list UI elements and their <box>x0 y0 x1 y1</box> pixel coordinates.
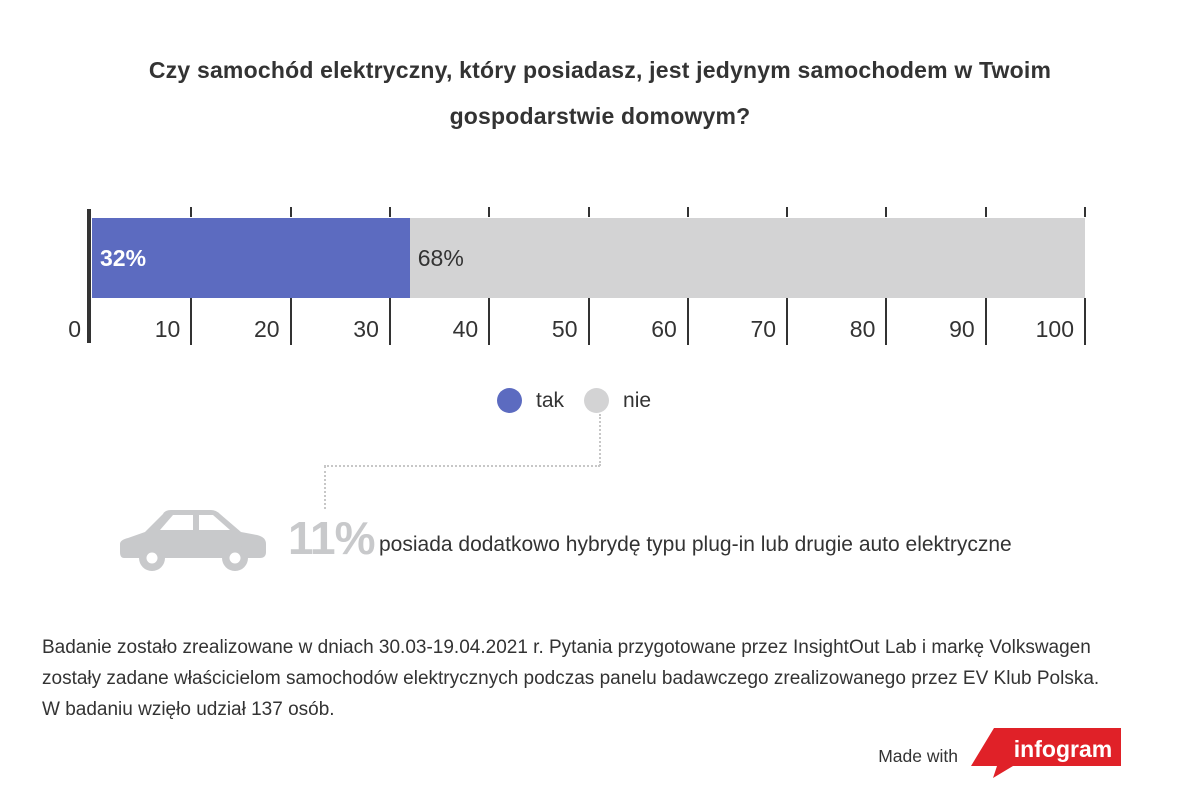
axis-tick-bottom <box>786 298 789 345</box>
axis-tick-label: 40 <box>452 316 479 342</box>
legend-swatch-tak <box>497 388 522 413</box>
axis-tick-label: 30 <box>353 316 379 342</box>
axis-tick-top <box>388 207 391 217</box>
legend: tak nie <box>497 388 651 413</box>
axis-tick-label: 90 <box>949 316 975 342</box>
axis-tick-bottom <box>587 298 590 345</box>
annotation-connector-vertical-2 <box>324 466 326 509</box>
axis-tick-top <box>587 207 590 217</box>
annotation-connector-horizontal <box>324 465 600 467</box>
axis-tick-top <box>786 207 789 217</box>
axis-tick-label: 10 <box>154 316 181 342</box>
chart-title: Czy samochód elektryczny, który posiadas… <box>148 57 1052 129</box>
axis-tick-label: 20 <box>254 316 280 342</box>
axis-tick-top <box>1084 207 1086 217</box>
axis-tick-top <box>885 207 888 217</box>
axis-tick-label: 60 <box>651 316 677 342</box>
axis-tick-top <box>984 207 987 217</box>
infogram-logo[interactable]: infogram <box>967 727 1122 779</box>
axis-tick-bottom <box>686 298 689 345</box>
footer-line: Badanie zostało zrealizowane w dniach 30… <box>42 637 1091 658</box>
bar-segment-label-nie: 68% <box>417 244 464 271</box>
axis-tick-label: 0 <box>68 316 81 342</box>
axis-tick-bottom <box>190 298 193 345</box>
axis-tick-label: 50 <box>551 316 578 342</box>
car-icon <box>120 510 266 571</box>
bar-segment-label-tak: 32% <box>100 244 147 271</box>
legend-swatch-nie <box>584 388 610 413</box>
footer-note: Badanie zostało zrealizowane w dniach 30… <box>42 632 1172 725</box>
axis-tick-bottom <box>488 298 491 345</box>
attribution: Made with infogram <box>878 727 1122 779</box>
axis-tick-bottom <box>388 298 391 345</box>
infogram-wordmark: infogram <box>1014 736 1112 762</box>
axis-tick-label: 80 <box>849 316 876 342</box>
axis-tick-bottom <box>984 298 987 345</box>
axis-tick-top <box>289 207 292 217</box>
axis-tick-bottom <box>1084 298 1086 345</box>
axis-tick-bottom <box>289 298 292 345</box>
bar-segment-nie[interactable]: 68% <box>409 218 1085 298</box>
made-with-label: Made with <box>878 745 958 766</box>
bar-segment-tak[interactable]: 32% <box>92 218 410 298</box>
footer-line: zostały zadane właścicielom samochodów e… <box>42 668 1100 689</box>
axis-tick-bottom <box>885 298 888 345</box>
axis-tick-top <box>488 207 491 217</box>
annotation-value: 11% <box>288 512 376 564</box>
footer-line: W badaniu wzięło udział 137 osób. <box>42 699 335 720</box>
legend-label-nie: nie <box>623 388 652 412</box>
y-axis-line <box>87 209 91 343</box>
axis-tick-top <box>686 207 689 217</box>
annotation-connector-vertical-1 <box>599 414 601 466</box>
legend-item-tak[interactable]: tak <box>497 388 564 413</box>
infogram-flag-shape <box>971 728 1121 778</box>
axis-tick-label: 100 <box>1035 316 1074 342</box>
legend-item-nie[interactable]: nie <box>584 388 651 413</box>
axis-tick-top <box>190 207 193 217</box>
legend-label-tak: tak <box>536 388 565 412</box>
annotation-text: posiada dodatkowo hybrydę typu plug-in l… <box>379 533 1012 556</box>
axis-tick-label: 70 <box>750 316 777 342</box>
